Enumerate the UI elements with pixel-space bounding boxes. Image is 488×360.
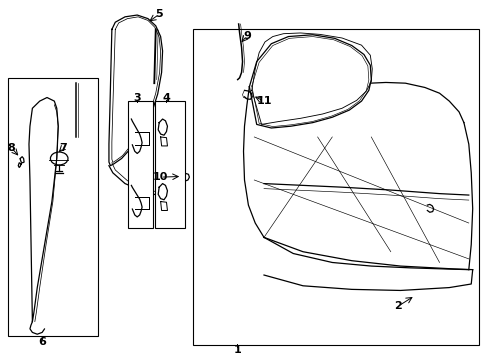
Bar: [193, 30, 478, 345]
Bar: [8, 78, 98, 336]
Bar: [128, 101, 153, 228]
Text: 2: 2: [393, 301, 401, 311]
Text: 3: 3: [133, 93, 141, 103]
Text: 6: 6: [38, 337, 46, 347]
Text: 10: 10: [153, 172, 168, 182]
Text: 5: 5: [155, 9, 163, 19]
Text: 7: 7: [59, 143, 67, 153]
Text: 11: 11: [256, 96, 271, 106]
Bar: [155, 101, 184, 228]
Text: 4: 4: [162, 93, 170, 103]
Text: 8: 8: [7, 143, 15, 153]
Text: 9: 9: [243, 31, 250, 41]
Text: 1: 1: [233, 345, 241, 355]
